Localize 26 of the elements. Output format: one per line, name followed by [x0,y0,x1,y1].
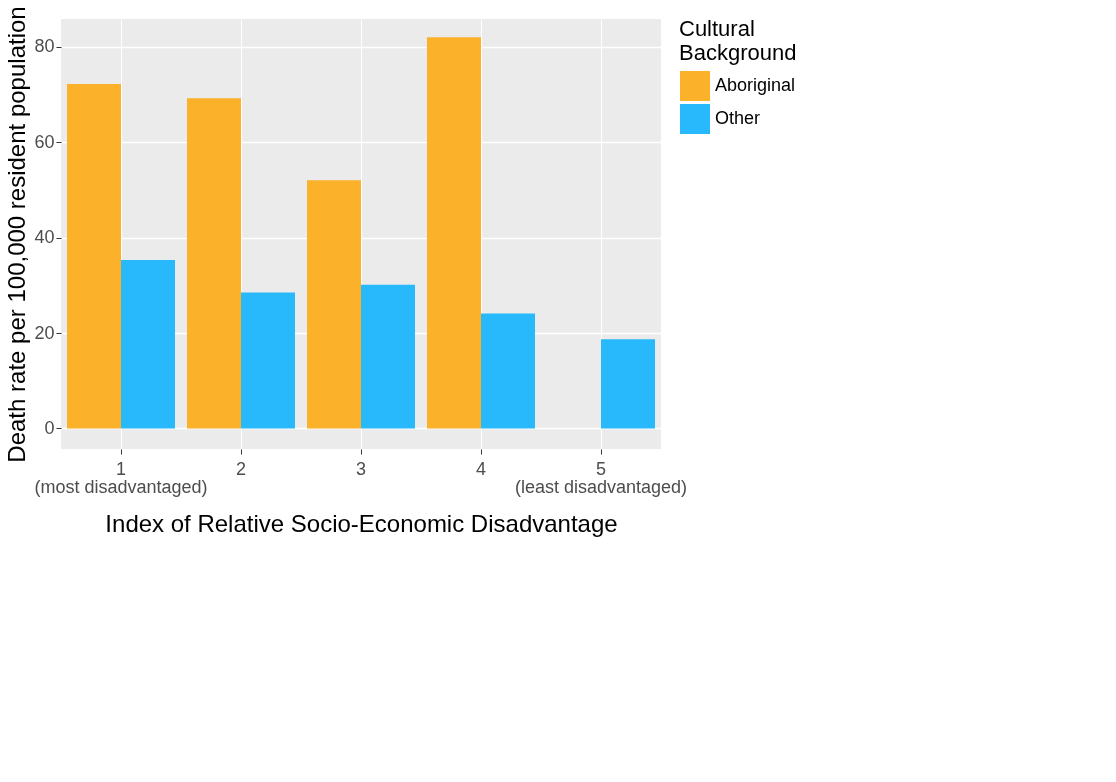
x-tick-label: 1 [115,458,127,479]
x-tick-label: 3 [355,458,367,479]
y-tick-label: 80 [34,36,55,57]
y-tick-label: 20 [34,322,55,343]
x-tick-label: 2 [235,458,247,479]
bar [241,292,295,429]
y-axis-title: Death rate per 100,000 resident population [3,6,31,463]
bar [481,313,535,429]
legend-label: Other [715,108,761,128]
y-tick-label: 40 [34,227,55,248]
y-tick-label: 60 [34,131,55,152]
legend-label: Aboriginal [715,75,796,95]
bar [187,98,241,429]
bar [67,83,121,429]
x-axis-title: Index of Relative Socio-Economic Disadvantage [105,509,618,537]
bar [361,284,415,429]
bar [121,260,175,429]
legend-title: Cultural Background [679,16,797,65]
y-tick-label: 0 [44,417,55,438]
x-tick-label: 4 [475,458,487,479]
bar [601,339,655,429]
x-tick-label: 5 [595,458,607,479]
text: (least disadvantaged) [514,477,688,497]
bar [307,180,361,429]
bar [427,37,481,429]
text: (most disadvantaged) [34,477,208,497]
